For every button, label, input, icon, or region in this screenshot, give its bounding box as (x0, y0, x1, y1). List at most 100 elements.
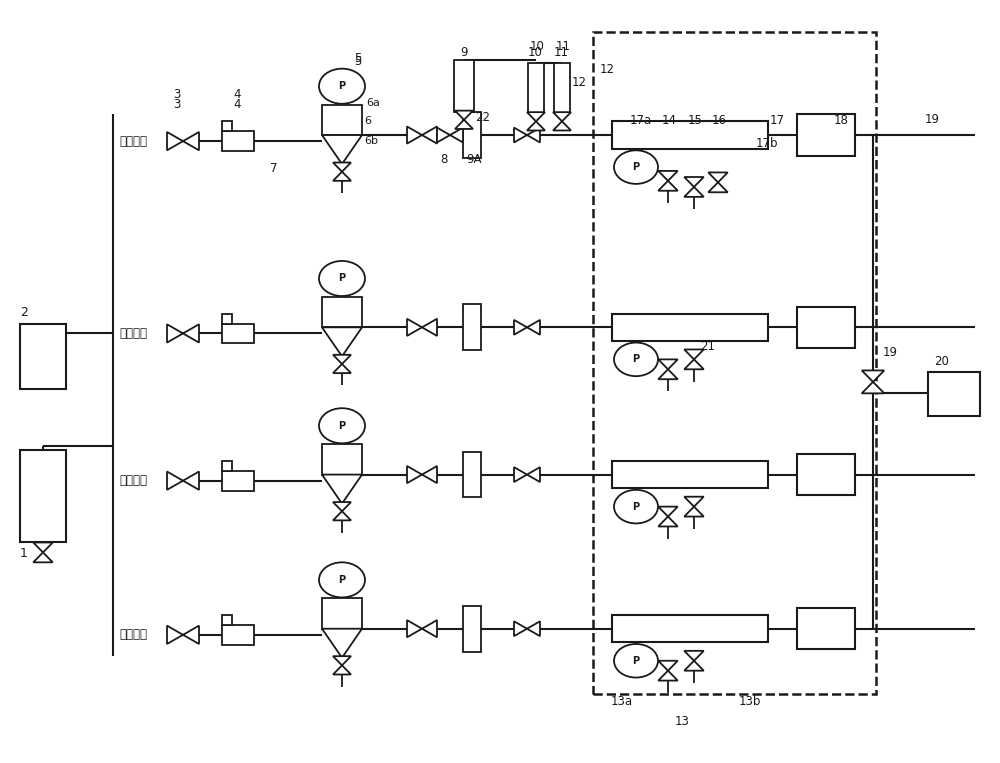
Text: 第三支路: 第三支路 (119, 474, 147, 488)
Text: 13: 13 (675, 715, 689, 728)
Polygon shape (407, 127, 422, 143)
Text: 12: 12 (600, 63, 615, 76)
Polygon shape (658, 661, 678, 671)
Bar (593, 32, 876, 694)
Text: 6a: 6a (366, 98, 380, 108)
Polygon shape (684, 177, 704, 187)
Polygon shape (333, 656, 351, 665)
Text: 14: 14 (662, 114, 677, 127)
Text: 9A: 9A (466, 153, 482, 166)
Polygon shape (684, 661, 704, 671)
Circle shape (614, 150, 658, 184)
Polygon shape (333, 364, 351, 373)
Text: 20: 20 (934, 355, 949, 369)
Text: 3: 3 (173, 98, 180, 111)
Bar (528, 63, 544, 112)
Text: 6b: 6b (364, 136, 378, 146)
Polygon shape (407, 319, 422, 336)
Text: 6: 6 (364, 116, 371, 126)
Polygon shape (862, 382, 884, 394)
Polygon shape (527, 127, 540, 143)
Polygon shape (407, 466, 422, 483)
Bar (928, 372, 980, 417)
Text: 7: 7 (270, 162, 278, 175)
Text: 15: 15 (688, 114, 703, 127)
Text: P: P (338, 81, 346, 92)
Circle shape (614, 644, 658, 678)
Polygon shape (684, 507, 704, 517)
Circle shape (319, 261, 365, 296)
Polygon shape (862, 371, 884, 382)
Polygon shape (322, 629, 362, 658)
Polygon shape (684, 187, 704, 197)
Text: 4: 4 (233, 98, 240, 111)
Polygon shape (527, 320, 540, 335)
Polygon shape (333, 502, 351, 511)
Polygon shape (527, 467, 540, 482)
Text: 11: 11 (554, 46, 569, 59)
Text: 17b: 17b (756, 137, 778, 150)
Bar (322, 444, 362, 475)
Polygon shape (684, 651, 704, 661)
Polygon shape (183, 324, 199, 343)
Text: 第一支路: 第一支路 (119, 134, 147, 148)
Text: 第二支路: 第二支路 (119, 327, 147, 340)
Polygon shape (33, 552, 53, 562)
Bar (463, 452, 481, 497)
Bar (322, 598, 362, 629)
Polygon shape (322, 327, 362, 356)
Text: 13a: 13a (611, 695, 633, 708)
Polygon shape (167, 472, 183, 490)
Polygon shape (553, 112, 571, 121)
Bar (322, 297, 362, 327)
Polygon shape (684, 359, 704, 369)
Bar (612, 121, 768, 149)
Bar (797, 114, 855, 156)
Bar (463, 304, 481, 350)
Polygon shape (167, 132, 183, 150)
Bar (463, 112, 481, 158)
Text: P: P (632, 354, 640, 365)
Polygon shape (455, 111, 473, 120)
Bar (612, 615, 768, 642)
Text: 19: 19 (925, 113, 940, 126)
Text: 22: 22 (475, 111, 490, 124)
Bar (222, 615, 232, 625)
Bar (20, 324, 66, 389)
Polygon shape (167, 324, 183, 343)
Text: 11: 11 (556, 40, 570, 53)
Polygon shape (422, 620, 437, 637)
Polygon shape (684, 497, 704, 507)
Bar (554, 63, 570, 112)
Text: 第四支路: 第四支路 (119, 628, 147, 642)
Polygon shape (333, 511, 351, 520)
Text: 19: 19 (883, 346, 898, 359)
Text: 17a: 17a (630, 114, 652, 127)
Polygon shape (553, 121, 571, 130)
Bar (222, 121, 232, 131)
Bar (454, 60, 474, 112)
Circle shape (319, 408, 365, 443)
Text: 18: 18 (834, 114, 849, 127)
Polygon shape (167, 626, 183, 644)
Bar (222, 131, 254, 151)
Text: 2: 2 (20, 306, 28, 319)
Bar (222, 625, 254, 645)
Text: 21: 21 (700, 340, 715, 353)
Polygon shape (514, 621, 527, 636)
Text: 8: 8 (440, 153, 447, 166)
Polygon shape (684, 349, 704, 359)
Polygon shape (658, 369, 678, 379)
Bar (222, 324, 254, 343)
Circle shape (319, 69, 365, 104)
Text: 16: 16 (712, 114, 727, 127)
Polygon shape (708, 172, 728, 182)
Polygon shape (33, 542, 53, 552)
Bar (222, 461, 232, 471)
Polygon shape (183, 472, 199, 490)
Polygon shape (708, 182, 728, 192)
Text: 10: 10 (530, 40, 544, 53)
Bar (612, 461, 768, 488)
Text: 3: 3 (173, 89, 180, 101)
Polygon shape (183, 626, 199, 644)
